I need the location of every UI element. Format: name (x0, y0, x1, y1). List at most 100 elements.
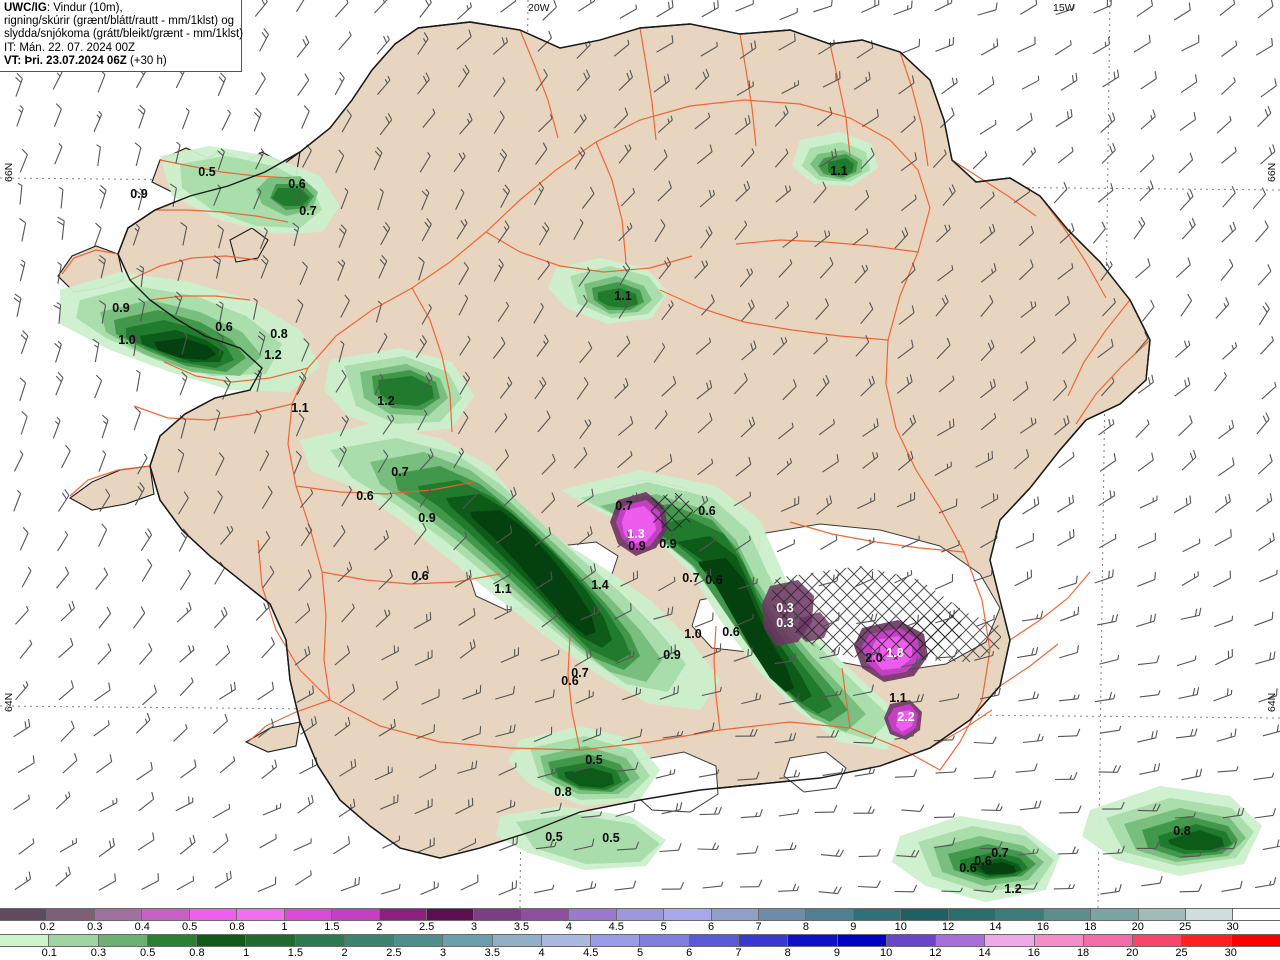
wind-barb-feather (98, 188, 106, 195)
wind-barb-feather (750, 268, 754, 273)
wind-barb-feather (912, 414, 917, 423)
wind-barb-shaft (1099, 538, 1117, 549)
wind-barb-shaft (62, 759, 78, 774)
wind-barb-feather (1148, 34, 1151, 43)
wind-barb-feather (1239, 880, 1243, 889)
precip-value-label: 0.9 (112, 301, 130, 315)
longitude-label: 15W (1053, 2, 1075, 14)
wind-barb-shaft (420, 886, 439, 896)
wind-barb-shaft (1181, 41, 1200, 52)
colorbar-swatch (616, 909, 665, 920)
wind-barb-feather (944, 294, 949, 302)
wind-barb-shaft (52, 72, 63, 90)
wind-barb-shaft (533, 888, 553, 894)
wind-barb-feather (705, 68, 710, 77)
wind-barb-feather (389, 491, 393, 497)
wind-barb-feather (55, 375, 62, 382)
wind-barb-shaft (654, 414, 668, 430)
colorbar-tick-label: 0.5 (140, 947, 156, 959)
wind-barb-shaft (137, 457, 148, 475)
wind-barb-feather (785, 148, 789, 154)
wind-barb-feather (1156, 655, 1160, 663)
wind-barb-shaft (820, 155, 837, 167)
wind-barb-shaft (980, 498, 998, 509)
wind-barb-feather (257, 335, 265, 342)
wind-barb-shaft (738, 582, 758, 590)
info-model-line: UWC/IG: Vindur (10m), (4, 2, 237, 15)
wind-barb-shaft (1174, 384, 1191, 397)
wind-barb-feather (1234, 146, 1237, 152)
wind-barb-feather (1112, 419, 1115, 424)
wind-barb-feather (393, 718, 396, 727)
wind-barb-feather (789, 458, 793, 463)
wind-barb-shaft (338, 35, 352, 51)
wind-barb-shaft (536, 340, 549, 357)
wind-barb-feather (98, 110, 103, 115)
wind-barb-feather (832, 574, 835, 583)
wind-barb-shaft (181, 111, 190, 130)
colorbar-swatch (49, 935, 99, 946)
snow-colorbar-group: 0.2 0.3 0.4 0.5 0.8 1 1.5 2 2.5 3 3.5 4 4.5 5 6 7 8 9 10 12… (0, 908, 1280, 934)
wind-barb-shaft (221, 112, 231, 131)
wind-barb-shaft (93, 724, 110, 737)
precip-value-label: 1.2 (264, 348, 282, 362)
wind-barb-feather (92, 338, 100, 344)
wind-barb-feather (1229, 258, 1234, 267)
colorbar-tick-label: 4 (538, 947, 545, 959)
wind-barb-feather (505, 37, 509, 42)
precip-value-label: 0.6 (288, 177, 306, 191)
wind-barb-shaft (535, 148, 548, 165)
wind-barb-feather (265, 531, 271, 539)
wind-barb-shaft (1094, 698, 1114, 703)
wind-barb-feather (915, 849, 920, 858)
wind-barb-shaft (774, 305, 789, 320)
wind-barb-shaft (1178, 694, 1198, 700)
wind-barb-feather (1147, 186, 1151, 191)
wind-barb-shaft (740, 815, 760, 819)
wind-barb-shaft (1097, 345, 1114, 359)
wind-barb-shaft (694, 264, 709, 279)
wind-barb-shaft (733, 495, 751, 507)
wind-barb-shaft (939, 114, 955, 129)
wind-barb-shaft (538, 118, 553, 133)
wind-barb-feather (705, 229, 710, 237)
wind-barb-shaft (932, 153, 947, 168)
wind-barb-shaft (458, 298, 469, 316)
wind-barb-shaft (853, 78, 871, 90)
wind-barb-feather (797, 772, 801, 777)
wind-barb-feather (1034, 418, 1037, 423)
wind-barb-shaft (140, 534, 153, 552)
wind-barb-shaft (1099, 658, 1118, 665)
wind-barb-shaft (499, 843, 518, 852)
wind-barb-shaft (136, 768, 153, 781)
wind-barb-shaft (260, 260, 269, 279)
wind-barb-feather (579, 114, 585, 122)
wind-barb-shaft (1058, 582, 1077, 590)
wind-barb-feather (747, 115, 751, 123)
wind-barb-shaft (1101, 149, 1116, 164)
wind-barb-feather (789, 842, 794, 850)
colorbar-tick-label: 6 (708, 921, 715, 933)
wind-barb-feather (711, 722, 715, 731)
wind-barb-shaft (301, 110, 310, 129)
wind-barb-feather (473, 490, 477, 496)
wind-barb-shaft (1017, 653, 1036, 659)
wind-barb-shaft (699, 813, 719, 816)
wind-barb-feather (1071, 263, 1074, 268)
wind-barb-shaft (137, 839, 155, 851)
wind-barb-feather (586, 651, 589, 659)
wind-barb-feather (1112, 142, 1116, 151)
wind-barb-shaft (262, 572, 275, 589)
wind-barb-feather (14, 293, 22, 299)
wind-barb-feather (135, 369, 141, 374)
wind-barb-feather (834, 729, 840, 738)
wind-barb-feather (101, 523, 108, 530)
wind-barb-feather (1154, 71, 1157, 79)
wind-barb-shaft (579, 347, 593, 364)
wind-barb-feather (871, 375, 876, 384)
map-canvas[interactable]: 0.5 0.9 0.6 0.7 0.9 0.6 1.0 0.8 1.2 1.1 1.2 1.1 1.1 0… (0, 0, 1280, 908)
wind-barb-shaft (780, 503, 799, 512)
colorbar-swatch (284, 909, 333, 920)
wind-barb-feather (583, 377, 589, 385)
wind-barb-feather (1076, 644, 1079, 653)
